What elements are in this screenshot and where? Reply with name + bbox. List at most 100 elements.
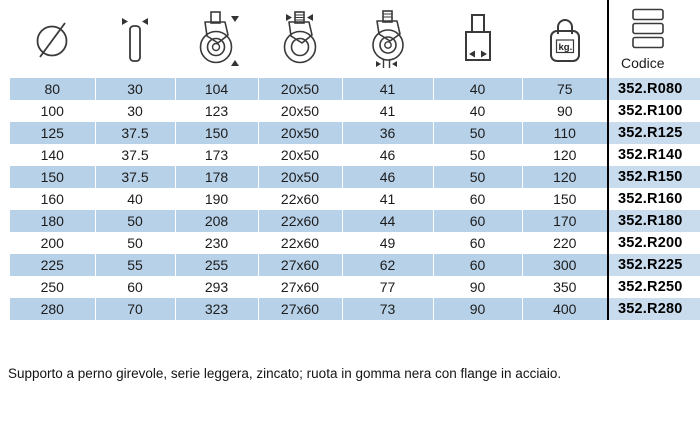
load-capacity-icon: kg. [549, 19, 580, 62]
cell-wheel-width: 70 [94, 298, 175, 320]
table-row: 250 60 293 27x60 77 90 350 352.R250 [10, 276, 700, 298]
cell-stem-size: 20x50 [257, 144, 342, 166]
cell-offset: 46 [341, 166, 433, 188]
col-header-tube-bore [433, 0, 522, 78]
cell-total-height: 293 [174, 276, 258, 298]
wheel-diameter-icon [36, 22, 67, 58]
cell-offset: 73 [341, 298, 433, 320]
cell-stem-size: 20x50 [257, 166, 342, 188]
cell-stem-size: 27x60 [257, 298, 342, 320]
cell-load: 170 [521, 210, 608, 232]
cell-total-height: 255 [174, 254, 258, 276]
cell-wheel-diameter: 125 [10, 122, 95, 144]
cell-bore: 60 [432, 254, 522, 276]
cell-load: 120 [521, 144, 608, 166]
cell-stem-size: 27x60 [257, 276, 342, 298]
description-note: Supporto a perno girevole, serie leggera… [8, 366, 562, 381]
cell-wheel-diameter: 180 [10, 210, 95, 232]
cell-bore: 60 [432, 210, 522, 232]
codice-header-label: Codice [621, 54, 665, 71]
col-header-wheel-diameter [10, 0, 95, 78]
cell-load: 90 [521, 100, 608, 122]
cell-bore: 40 [432, 100, 522, 122]
cell-bore: 40 [432, 78, 522, 100]
cell-stem-size: 22x60 [257, 188, 342, 210]
table-row: 150 37.5 178 20x50 46 50 120 352.R150 [10, 166, 700, 188]
cell-wheel-width: 50 [94, 232, 175, 254]
table-row: 125 37.5 150 20x50 36 50 110 352.R125 [10, 122, 700, 144]
table-row: 100 30 123 20x50 41 40 90 352.R100 [10, 100, 700, 122]
cell-wheel-width: 60 [94, 276, 175, 298]
cell-total-height: 173 [174, 144, 258, 166]
wheel-offset-icon [371, 10, 404, 68]
kg-label: kg. [558, 42, 572, 53]
cell-codice: 352.R200 [607, 232, 700, 254]
table-row: 80 30 104 20x50 41 40 75 352.R080 [10, 78, 700, 100]
cell-codice: 352.R140 [607, 144, 700, 166]
cell-wheel-diameter: 80 [10, 78, 95, 100]
list-icon [632, 8, 664, 48]
cell-codice: 352.R125 [607, 122, 700, 144]
col-header-wheel-offset [342, 0, 433, 78]
cell-wheel-width: 30 [94, 100, 175, 122]
tube-bore-icon [464, 14, 491, 61]
spec-table: kg. Codice 80 30 104 20x [10, 0, 700, 320]
table-row: 200 50 230 22x60 49 60 220 352.R200 [10, 232, 700, 254]
cell-stem-size: 22x60 [257, 232, 342, 254]
cell-bore: 50 [432, 166, 522, 188]
cell-offset: 49 [341, 232, 433, 254]
cell-total-height: 323 [174, 298, 258, 320]
threaded-stem-icon [283, 11, 317, 64]
cell-offset: 77 [341, 276, 433, 298]
cell-bore: 50 [432, 144, 522, 166]
spec-table-body: 80 30 104 20x50 41 40 75 352.R080 100 30… [10, 78, 700, 320]
cell-codice: 352.R180 [607, 210, 700, 232]
cell-load: 400 [521, 298, 608, 320]
cell-wheel-diameter: 160 [10, 188, 95, 210]
cell-wheel-width: 40 [94, 188, 175, 210]
cell-stem-size: 27x60 [257, 254, 342, 276]
col-header-load-capacity: kg. [522, 0, 608, 78]
cell-wheel-diameter: 150 [10, 166, 95, 188]
cell-codice: 352.R150 [607, 166, 700, 188]
cell-stem-size: 20x50 [257, 122, 342, 144]
col-header-threaded-stem [258, 0, 342, 78]
cell-offset: 41 [341, 100, 433, 122]
cell-wheel-diameter: 100 [10, 100, 95, 122]
cell-total-height: 123 [174, 100, 258, 122]
table-row: 140 37.5 173 20x50 46 50 120 352.R140 [10, 144, 700, 166]
cell-wheel-diameter: 140 [10, 144, 95, 166]
wheel-width-icon [122, 18, 148, 62]
cell-bore: 90 [432, 298, 522, 320]
cell-total-height: 104 [174, 78, 258, 100]
cell-offset: 41 [341, 78, 433, 100]
table-row: 280 70 323 27x60 73 90 400 352.R280 [10, 298, 700, 320]
cell-stem-size: 20x50 [257, 100, 342, 122]
cell-codice: 352.R080 [607, 78, 700, 100]
cell-wheel-width: 37.5 [94, 166, 175, 188]
cell-load: 350 [521, 276, 608, 298]
cell-bore: 90 [432, 276, 522, 298]
cell-offset: 36 [341, 122, 433, 144]
cell-codice: 352.R250 [607, 276, 700, 298]
cell-total-height: 150 [174, 122, 258, 144]
cell-codice: 352.R225 [607, 254, 700, 276]
cell-offset: 41 [341, 188, 433, 210]
cell-total-height: 208 [174, 210, 258, 232]
cell-stem-size: 22x60 [257, 210, 342, 232]
cell-offset: 46 [341, 144, 433, 166]
total-height-icon [199, 11, 239, 66]
cell-offset: 44 [341, 210, 433, 232]
cell-codice: 352.R100 [607, 100, 700, 122]
cell-stem-size: 20x50 [257, 78, 342, 100]
header-row: kg. Codice [10, 0, 700, 78]
table-row: 160 40 190 22x60 41 60 150 352.R160 [10, 188, 700, 210]
cell-load: 150 [521, 188, 608, 210]
cell-codice: 352.R160 [607, 188, 700, 210]
cell-total-height: 178 [174, 166, 258, 188]
cell-total-height: 190 [174, 188, 258, 210]
cell-offset: 62 [341, 254, 433, 276]
cell-load: 300 [521, 254, 608, 276]
cell-load: 120 [521, 166, 608, 188]
cell-wheel-width: 30 [94, 78, 175, 100]
